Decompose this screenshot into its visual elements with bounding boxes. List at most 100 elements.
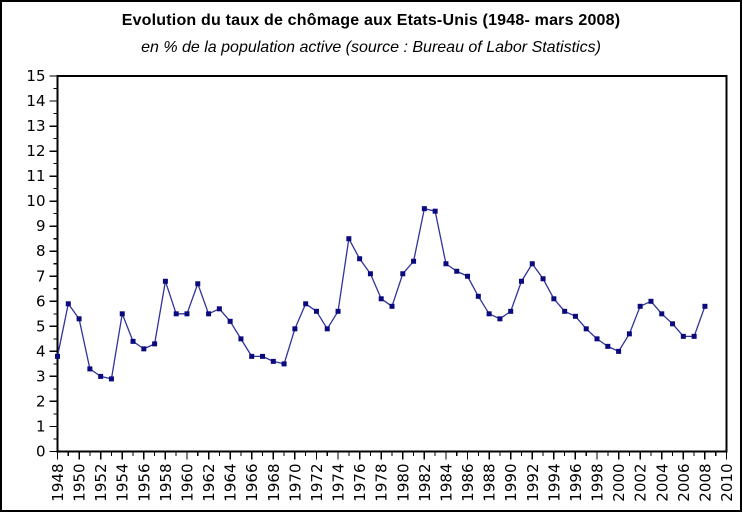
x-tick-label: 1970 xyxy=(286,464,304,502)
y-tick-label: 12 xyxy=(26,142,45,160)
y-tick-label: 8 xyxy=(36,242,46,260)
x-tick-label: 1958 xyxy=(157,464,175,502)
x-tick-label: 1978 xyxy=(373,464,391,502)
data-point-marker xyxy=(465,273,471,279)
data-point-marker xyxy=(475,293,481,299)
data-point-marker xyxy=(497,316,503,322)
data-point-marker xyxy=(216,306,222,312)
data-point-marker xyxy=(173,311,179,317)
data-point-marker xyxy=(335,308,341,314)
data-point-marker xyxy=(572,313,578,319)
data-point-marker xyxy=(87,366,93,372)
data-point-marker xyxy=(648,298,654,304)
x-tick-label: 1966 xyxy=(243,464,261,502)
y-tick-label: 9 xyxy=(36,217,46,235)
data-point-marker xyxy=(227,318,233,324)
x-tick-label: 2004 xyxy=(653,464,671,502)
data-point-marker xyxy=(518,278,524,284)
y-tick-label: 1 xyxy=(36,417,46,435)
data-point-marker xyxy=(249,353,255,359)
y-tick-label: 5 xyxy=(36,317,46,335)
x-tick-label: 1950 xyxy=(71,464,89,502)
x-tick-label: 1988 xyxy=(481,464,499,502)
y-tick-label: 15 xyxy=(26,67,45,85)
data-point-marker xyxy=(616,348,622,354)
data-point-marker xyxy=(260,353,266,359)
data-point-marker xyxy=(562,308,568,314)
y-tick-label: 2 xyxy=(36,392,46,410)
x-tick-label: 1960 xyxy=(178,464,196,502)
data-points xyxy=(55,206,708,382)
x-tick-label: 1972 xyxy=(308,464,326,502)
data-point-marker xyxy=(529,261,535,267)
data-point-marker xyxy=(637,303,643,309)
data-point-marker xyxy=(152,341,158,347)
data-point-marker xyxy=(238,336,244,342)
data-point-marker xyxy=(55,353,60,359)
x-tick-label: 1984 xyxy=(437,464,455,502)
x-tick-label: 1996 xyxy=(567,464,585,502)
data-point-marker xyxy=(141,346,147,352)
y-tick-label: 6 xyxy=(36,292,46,310)
data-point-marker xyxy=(184,311,190,317)
data-point-marker xyxy=(691,333,697,339)
x-tick-label: 1980 xyxy=(394,464,412,502)
data-point-marker xyxy=(162,278,168,284)
data-point-marker xyxy=(411,258,417,264)
data-point-marker xyxy=(119,311,125,317)
data-point-marker xyxy=(378,296,384,302)
data-point-marker xyxy=(400,271,406,277)
data-point-marker xyxy=(130,338,136,344)
data-point-marker xyxy=(551,296,557,302)
data-point-marker xyxy=(206,311,212,317)
x-tick-label: 1998 xyxy=(589,464,607,502)
data-point-marker xyxy=(702,303,708,309)
x-tick-label: 1952 xyxy=(92,464,110,502)
x-tick-label: 1968 xyxy=(265,464,283,502)
x-tick-label: 1964 xyxy=(222,464,240,502)
data-point-marker xyxy=(292,326,298,332)
x-tick-label: 1992 xyxy=(524,464,542,502)
x-tick-label: 1994 xyxy=(545,464,563,502)
x-tick-label: 1948 xyxy=(49,464,67,502)
y-tick-label: 13 xyxy=(26,117,45,135)
data-point-marker xyxy=(195,281,201,287)
y-tick-label: 4 xyxy=(36,342,46,360)
plot-axes xyxy=(56,75,728,453)
data-point-marker xyxy=(583,326,589,332)
data-point-marker xyxy=(303,301,309,307)
data-point-marker xyxy=(313,308,319,314)
x-tick-label: 1974 xyxy=(330,464,348,502)
x-tick-label: 1990 xyxy=(502,464,520,502)
x-tick-label: 1986 xyxy=(459,464,477,502)
x-tick-label: 2008 xyxy=(696,464,714,502)
data-point-marker xyxy=(454,268,460,274)
data-point-marker xyxy=(367,271,373,277)
data-point-marker xyxy=(486,311,492,317)
y-tick-label: 0 xyxy=(36,443,46,461)
x-tick-label: 2000 xyxy=(610,464,628,502)
data-point-marker xyxy=(443,261,449,267)
data-point-marker xyxy=(98,373,104,379)
data-point-marker xyxy=(421,206,427,212)
y-tick-label: 10 xyxy=(26,192,45,210)
unemployment-series-line xyxy=(56,208,706,380)
data-point-marker xyxy=(108,376,114,382)
chart-subtitle: en % de la population active (source : B… xyxy=(141,39,601,56)
x-axis: 1948 1950 1952 1954 1956 1958 1960 1962 1964 1966… xyxy=(49,451,736,502)
data-point-marker xyxy=(389,303,395,309)
data-point-marker xyxy=(670,321,676,327)
data-point-marker xyxy=(680,333,686,339)
x-tick-label: 1976 xyxy=(351,464,369,502)
data-point-marker xyxy=(659,311,665,317)
y-tick-label: 14 xyxy=(26,92,45,110)
data-point-marker xyxy=(65,301,71,307)
data-point-marker xyxy=(540,276,546,282)
x-tick-label: 1962 xyxy=(200,464,218,502)
data-point-marker xyxy=(626,331,632,337)
y-tick-label: 7 xyxy=(36,267,46,285)
data-point-marker xyxy=(324,326,330,332)
chart-title: Evolution du taux de chômage aux Etats-U… xyxy=(121,12,621,29)
